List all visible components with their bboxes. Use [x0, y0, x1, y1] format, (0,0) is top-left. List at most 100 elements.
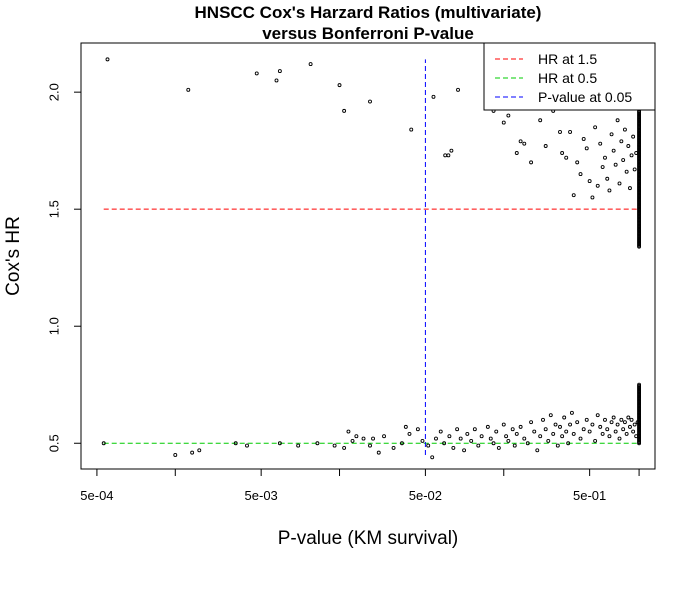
- data-point: [518, 424, 523, 429]
- data-point: [506, 438, 511, 443]
- data-point: [361, 436, 366, 441]
- data-point: [431, 94, 436, 99]
- data-point: [600, 431, 605, 436]
- legend: HR at 1.5 HR at 0.5 P-value at 0.05: [483, 42, 656, 111]
- data-point: [581, 427, 586, 432]
- data-point: [451, 445, 456, 450]
- data-point: [538, 118, 543, 123]
- data-point: [560, 434, 565, 439]
- data-point: [458, 436, 463, 441]
- data-point: [578, 172, 583, 177]
- data-point: [254, 71, 259, 76]
- data-point: [485, 424, 490, 429]
- data-point: [629, 417, 634, 422]
- data-point: [611, 415, 616, 420]
- data-point: [354, 434, 359, 439]
- x-axis-label: P-value (KM survival): [278, 528, 459, 549]
- x-tick-label: 5e-01: [573, 488, 606, 503]
- data-point: [595, 413, 600, 418]
- data-point: [442, 441, 447, 446]
- data-point: [274, 78, 279, 83]
- data-point: [603, 155, 607, 160]
- data-point: [626, 144, 631, 148]
- data-point: [624, 431, 629, 436]
- data-point: [613, 429, 618, 434]
- data-point: [446, 153, 451, 158]
- data-point: [501, 422, 506, 427]
- legend-label: HR at 1.5: [538, 51, 597, 67]
- data-point: [578, 436, 583, 441]
- data-point: [337, 83, 342, 88]
- data-point: [568, 422, 573, 427]
- data-point: [510, 427, 515, 432]
- data-points: [101, 57, 642, 460]
- data-point: [332, 443, 337, 448]
- data-point: [605, 427, 610, 432]
- data-point: [622, 127, 627, 132]
- data-point: [105, 57, 110, 62]
- data-point: [525, 441, 530, 446]
- data-point: [491, 441, 496, 446]
- data-point: [308, 62, 313, 67]
- data-point: [479, 434, 484, 439]
- data-point: [186, 87, 191, 92]
- data-point: [391, 445, 396, 450]
- data-point: [541, 417, 545, 422]
- data-point: [564, 429, 569, 434]
- data-point: [342, 108, 347, 113]
- data-point: [233, 441, 238, 446]
- data-point: [245, 443, 249, 448]
- data-point: [420, 438, 425, 443]
- data-point: [465, 431, 470, 436]
- data-point: [469, 438, 474, 443]
- legend-label: P-value at 0.05: [538, 89, 632, 105]
- data-point: [400, 441, 404, 446]
- data-point: [609, 132, 614, 137]
- data-point: [569, 410, 574, 415]
- chart-title-line1: HNSCC Cox's Harzard Ratios (multivariate…: [195, 3, 542, 22]
- data-point: [546, 438, 551, 443]
- data-point: [593, 438, 598, 443]
- data-point: [555, 443, 560, 448]
- data-point: [101, 441, 106, 446]
- y-axis: 0.5 1.0 1.5 2.0: [46, 83, 82, 452]
- data-point: [514, 151, 519, 155]
- data-point: [564, 155, 569, 160]
- y-tick-label: 1.0: [46, 317, 61, 335]
- data-point: [514, 431, 519, 436]
- data-point: [548, 413, 553, 418]
- data-point: [607, 434, 612, 439]
- reference-lines: [103, 59, 640, 455]
- data-point: [368, 99, 372, 104]
- data-point: [522, 436, 527, 441]
- data-point: [532, 429, 537, 434]
- data-point: [447, 434, 452, 439]
- data-point: [346, 429, 351, 434]
- data-point: [632, 422, 637, 427]
- data-point: [538, 434, 543, 439]
- data-point: [587, 429, 592, 434]
- y-tick-label: 1.5: [46, 200, 61, 218]
- data-point: [615, 118, 620, 123]
- data-point: [476, 443, 481, 448]
- data-point: [443, 153, 448, 158]
- data-point: [571, 193, 576, 198]
- data-point: [603, 417, 607, 422]
- data-point: [631, 134, 636, 139]
- data-point: [609, 420, 614, 425]
- data-point: [173, 453, 178, 457]
- data-point: [342, 445, 347, 450]
- data-point: [595, 183, 600, 188]
- data-point: [409, 127, 414, 132]
- data-point: [518, 139, 523, 144]
- data-point: [632, 167, 637, 172]
- data-point: [494, 429, 499, 434]
- x-axis: 5e-04 5e-03 5e-02 5e-01: [80, 468, 640, 503]
- data-point: [575, 420, 580, 425]
- data-point: [522, 141, 527, 146]
- data-point: [277, 69, 282, 74]
- data-point: [543, 427, 548, 432]
- data-point: [593, 125, 598, 130]
- data-point: [434, 436, 438, 441]
